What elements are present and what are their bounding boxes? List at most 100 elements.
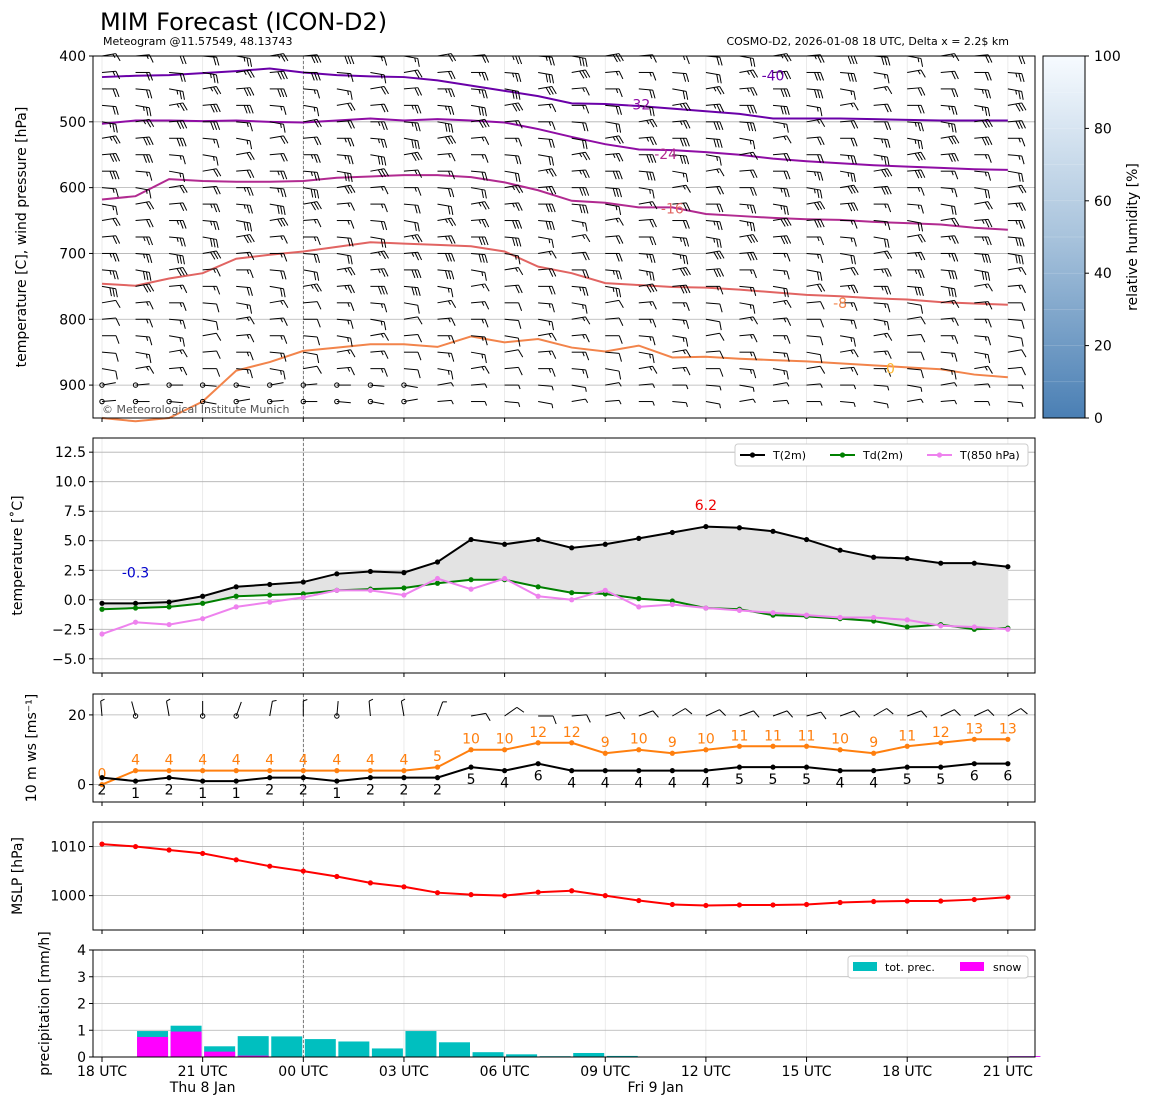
- barb-flag: [685, 173, 689, 183]
- wind-barb: [135, 365, 155, 374]
- barb-shaft: [303, 269, 318, 273]
- series-point: [636, 604, 642, 610]
- calm-marker: [367, 382, 374, 388]
- series-point: [535, 593, 541, 599]
- gust-label: 10: [496, 732, 514, 748]
- barb-shaft: [806, 283, 821, 287]
- barb-shaft: [638, 252, 653, 256]
- barb-flag: [685, 102, 691, 111]
- barb-flag: [182, 202, 188, 211]
- barb-half-flag: [579, 286, 582, 292]
- barb-shaft: [504, 236, 519, 239]
- barb-half-flag: [377, 268, 381, 274]
- barb-shaft: [269, 368, 284, 372]
- series-point: [334, 587, 340, 593]
- series-point: [200, 600, 206, 606]
- barb-flag: [417, 369, 421, 379]
- series-point: [703, 523, 709, 530]
- barb-flag: [884, 139, 888, 148]
- barb-flag: [115, 188, 119, 198]
- series-line: [101, 577, 1008, 635]
- wind-barb: [471, 335, 488, 346]
- barb-half-flag: [210, 203, 213, 209]
- barb-flag: [210, 104, 215, 113]
- barb-flag: [682, 155, 687, 165]
- barb-half-flag: [142, 106, 145, 112]
- barb-flag: [679, 138, 684, 147]
- barb-flag: [115, 71, 121, 80]
- wind-barb: [638, 201, 658, 210]
- series-point: [300, 579, 306, 585]
- barb-flag: [719, 250, 725, 259]
- barb-flag: [820, 236, 825, 246]
- barb-flag: [316, 336, 321, 346]
- gust-label: 4: [299, 753, 308, 769]
- barb-shaft: [806, 711, 822, 717]
- wind-barb: [806, 383, 823, 388]
- barb-flag: [585, 122, 589, 132]
- wind-speed-label: 2: [399, 783, 408, 799]
- wind-barb: [672, 120, 691, 129]
- wind-barb: [940, 70, 959, 80]
- barb-shaft: [638, 187, 653, 191]
- barb-shaft: [974, 136, 989, 139]
- barb-flag: [984, 271, 988, 281]
- barb-shaft: [470, 365, 485, 370]
- barb-shaft: [672, 266, 687, 271]
- barb-flag: [954, 353, 958, 362]
- barb-flag: [853, 349, 859, 358]
- barb-flag: [249, 352, 254, 361]
- barb-flag: [752, 234, 759, 243]
- barb-flag: [380, 238, 384, 248]
- barb-flag: [484, 136, 490, 145]
- barb-shaft: [873, 85, 888, 90]
- series-point: [535, 536, 541, 543]
- barb-flag: [316, 254, 321, 264]
- barb-flag: [216, 350, 221, 359]
- barb-flag: [954, 71, 959, 80]
- barb-flag: [316, 154, 321, 163]
- legend-marker: [936, 452, 943, 458]
- barb-flag: [685, 367, 691, 376]
- calm-marker: [99, 382, 105, 388]
- wind-barb: [806, 318, 825, 328]
- wind-barb: [538, 715, 557, 725]
- barb-flag: [719, 103, 724, 113]
- barb-flag: [249, 69, 255, 78]
- barb-flag: [515, 202, 520, 212]
- barb-flag: [213, 121, 218, 130]
- total-precip-bar: [405, 1031, 437, 1057]
- wind-barb: [202, 302, 220, 313]
- barb-flag: [182, 155, 186, 165]
- barb-shaft: [269, 121, 284, 125]
- barb-flag: [518, 320, 522, 329]
- wind-barb: [538, 71, 554, 84]
- barb-shaft: [100, 701, 103, 717]
- barb-flag: [216, 268, 221, 277]
- wind-barb: [873, 401, 889, 409]
- barb-half-flag: [850, 220, 854, 225]
- barb-flag: [182, 173, 185, 183]
- wind-barb: [638, 283, 658, 293]
- wind-speed-point: [132, 778, 139, 784]
- wind-barb: [236, 368, 253, 379]
- wind-barb: [199, 382, 217, 388]
- barb-flag: [820, 136, 825, 145]
- barb-flag: [1021, 173, 1024, 183]
- barb-half-flag: [411, 235, 415, 240]
- barb-flag: [283, 235, 288, 244]
- wind-barb: [638, 104, 655, 117]
- barb-flag: [179, 185, 185, 194]
- wind-barb: [236, 334, 255, 343]
- calm-marker: [166, 398, 172, 405]
- barb-flag: [585, 252, 590, 261]
- barb-flag: [850, 267, 856, 276]
- isotherm-label: -24: [654, 147, 677, 163]
- barb-flag: [551, 221, 555, 231]
- series-point: [468, 536, 474, 543]
- barb-shaft: [940, 121, 955, 125]
- barb-flag: [515, 220, 520, 229]
- wind-barb: [772, 217, 792, 227]
- barb-half-flag: [243, 57, 246, 62]
- series-point: [367, 587, 373, 593]
